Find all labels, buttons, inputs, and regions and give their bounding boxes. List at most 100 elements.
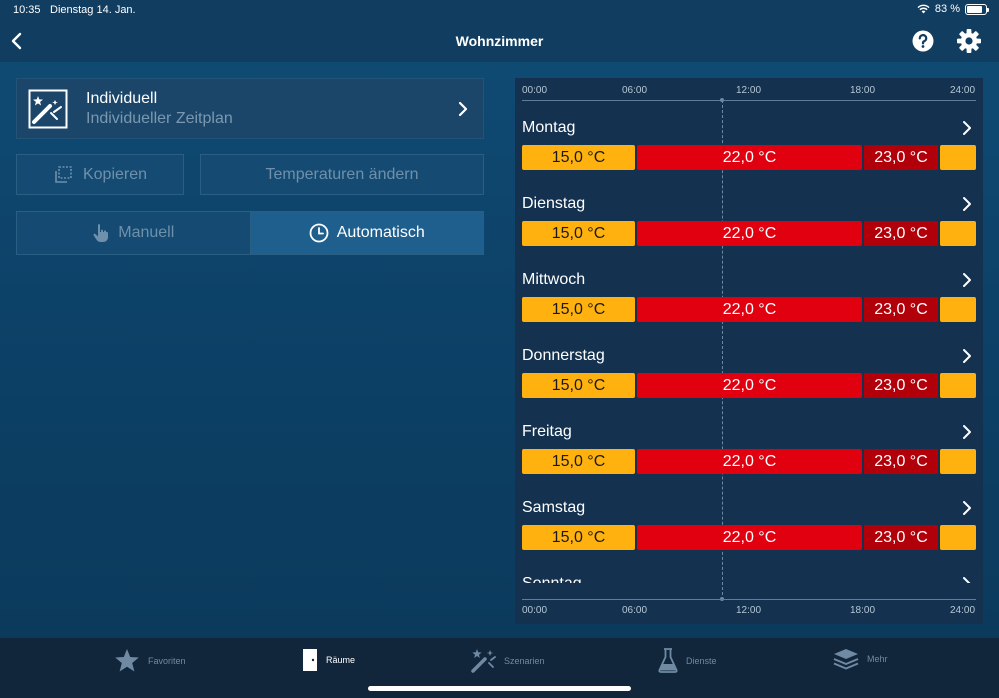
- day-row-montag[interactable]: Montag 15,0 °C 22,0 °C 23,0 °C: [515, 113, 983, 189]
- mode-segmented-control: Manuell Automatisch: [16, 211, 484, 255]
- home-indicator[interactable]: [368, 686, 631, 691]
- current-time-line: [722, 100, 723, 600]
- tab-favoriten[interactable]: Favoriten: [114, 648, 186, 673]
- weekly-schedule-panel[interactable]: 00:00 06:00 12:00 18:00 24:00 Montag 15,…: [515, 78, 983, 624]
- day-row-dienstag[interactable]: Dienstag 15,0 °C 22,0 °C 23,0 °C: [515, 189, 983, 265]
- tab-label: Mehr: [867, 654, 888, 664]
- temp-segment-low-end: [940, 449, 976, 474]
- hour-label: 24:00: [950, 85, 976, 96]
- temp-segment-low-end: [940, 221, 976, 246]
- hour-label: 00:00: [522, 85, 548, 96]
- schedule-profile-card[interactable]: Individuell Individueller Zeitplan: [16, 78, 484, 139]
- day-row-freitag[interactable]: Freitag 15,0 °C 22,0 °C 23,0 °C: [515, 417, 983, 493]
- hour-label: 12:00: [736, 85, 762, 96]
- temp-segment-low: 15,0 °C: [522, 449, 635, 474]
- chevron-right-icon: [963, 349, 971, 363]
- star-icon: [115, 649, 139, 672]
- copy-label: Kopieren: [82, 165, 148, 183]
- day-name: Montag: [522, 119, 576, 136]
- tab-label: Favoriten: [148, 655, 186, 666]
- status-indicators: 83 %: [917, 3, 989, 15]
- status-time: 10:35: [13, 4, 41, 16]
- mode-automatic-button[interactable]: Automatisch: [250, 212, 483, 254]
- axis-line-top: [522, 100, 976, 101]
- day-name: Samstag: [522, 499, 586, 516]
- door-icon: [303, 649, 317, 671]
- help-icon[interactable]: [911, 29, 935, 53]
- axis-line-bottom: [522, 599, 976, 600]
- hour-label: 06:00: [622, 85, 648, 96]
- day-name: Donnerstag: [522, 347, 605, 364]
- custom-schedule-icon: [28, 89, 68, 129]
- temp-segment-low: 15,0 °C: [522, 297, 635, 322]
- temp-segment-mid: 22,0 °C: [637, 373, 862, 398]
- hour-label: 24:00: [950, 605, 976, 616]
- mode-automatic-label: Automatisch: [336, 224, 425, 241]
- day-name: Dienstag: [522, 195, 586, 212]
- current-time-marker: [720, 98, 724, 102]
- chevron-right-icon: [963, 501, 971, 515]
- chevron-right-icon: [963, 425, 971, 439]
- chevron-right-icon: [963, 121, 971, 135]
- page-title: Wohnzimmer: [455, 33, 544, 49]
- temp-segment-low: 15,0 °C: [522, 145, 635, 170]
- temp-segment-mid: 22,0 °C: [637, 221, 862, 246]
- day-list: Montag 15,0 °C 22,0 °C 23,0 °C Dienstag …: [515, 113, 983, 583]
- back-chevron-icon[interactable]: [8, 29, 28, 53]
- tab-dienste[interactable]: Dienste: [658, 648, 717, 673]
- temp-segment-high: 23,0 °C: [864, 145, 938, 170]
- tab-label: Räume: [326, 655, 356, 665]
- hour-axis-bottom: 00:00 06:00 12:00 18:00 24:00: [515, 605, 983, 619]
- clock-icon: [309, 223, 329, 243]
- tab-mehr[interactable]: Mehr: [833, 648, 888, 670]
- temp-segment-mid: 22,0 °C: [637, 297, 862, 322]
- chevron-right-icon: [963, 273, 971, 287]
- day-name: Freitag: [522, 423, 572, 440]
- day-name: Sonntag: [522, 575, 582, 583]
- hour-axis-top: 00:00 06:00 12:00 18:00 24:00: [515, 85, 983, 99]
- change-temperatures-button[interactable]: Temperaturen ändern: [200, 154, 484, 195]
- day-row-mittwoch[interactable]: Mittwoch 15,0 °C 22,0 °C 23,0 °C: [515, 265, 983, 341]
- temp-segment-low-end: [940, 373, 976, 398]
- main-content: Individuell Individueller Zeitplan Kopie…: [0, 62, 999, 638]
- hand-pointer-icon: [93, 224, 109, 242]
- status-bar: 10:35 Dienstag 14. Jan. 83 %: [0, 0, 999, 20]
- temp-segment-low: 15,0 °C: [522, 373, 635, 398]
- wifi-icon: [917, 4, 930, 14]
- day-row-sonntag[interactable]: Sonntag: [515, 569, 983, 583]
- chevron-right-icon: [458, 101, 468, 117]
- scenario-wand-icon: [471, 649, 496, 673]
- change-temperatures-label: Temperaturen ändern: [265, 165, 419, 183]
- gear-icon[interactable]: [956, 28, 982, 54]
- hour-label: 18:00: [850, 85, 876, 96]
- day-row-samstag[interactable]: Samstag 15,0 °C 22,0 °C 23,0 °C: [515, 493, 983, 569]
- temp-segment-low: 15,0 °C: [522, 221, 635, 246]
- temp-segment-mid: 22,0 °C: [637, 145, 862, 170]
- temp-segment-high: 23,0 °C: [864, 297, 938, 322]
- hour-label: 18:00: [850, 605, 876, 616]
- temp-segment-high: 23,0 °C: [864, 221, 938, 246]
- layers-icon: [833, 649, 859, 670]
- hour-label: 12:00: [736, 605, 762, 616]
- mode-manual-button[interactable]: Manuell: [17, 212, 251, 254]
- temp-segment-high: 23,0 °C: [864, 373, 938, 398]
- copy-icon: [55, 165, 72, 183]
- temp-segment-low-end: [940, 297, 976, 322]
- chevron-right-icon: [963, 577, 971, 583]
- temp-segment-high: 23,0 °C: [864, 525, 938, 550]
- battery-icon: [965, 3, 989, 15]
- navigation-bar: Wohnzimmer: [0, 20, 999, 62]
- day-row-donnerstag[interactable]: Donnerstag 15,0 °C 22,0 °C 23,0 °C: [515, 341, 983, 417]
- battery-percent: 83 %: [934, 3, 960, 15]
- tab-szenarien[interactable]: Szenarien: [470, 648, 545, 673]
- copy-button[interactable]: Kopieren: [16, 154, 184, 195]
- tab-raeume[interactable]: Räume: [302, 648, 355, 672]
- status-date: Dienstag 14. Jan.: [50, 4, 136, 16]
- flask-icon: [658, 648, 678, 673]
- tab-label: Dienste: [686, 655, 717, 666]
- temp-segment-low-end: [940, 145, 976, 170]
- day-name: Mittwoch: [522, 271, 586, 288]
- temp-segment-high: 23,0 °C: [864, 449, 938, 474]
- hour-label: 06:00: [622, 605, 648, 616]
- schedule-subtitle: Individueller Zeitplan: [86, 110, 233, 127]
